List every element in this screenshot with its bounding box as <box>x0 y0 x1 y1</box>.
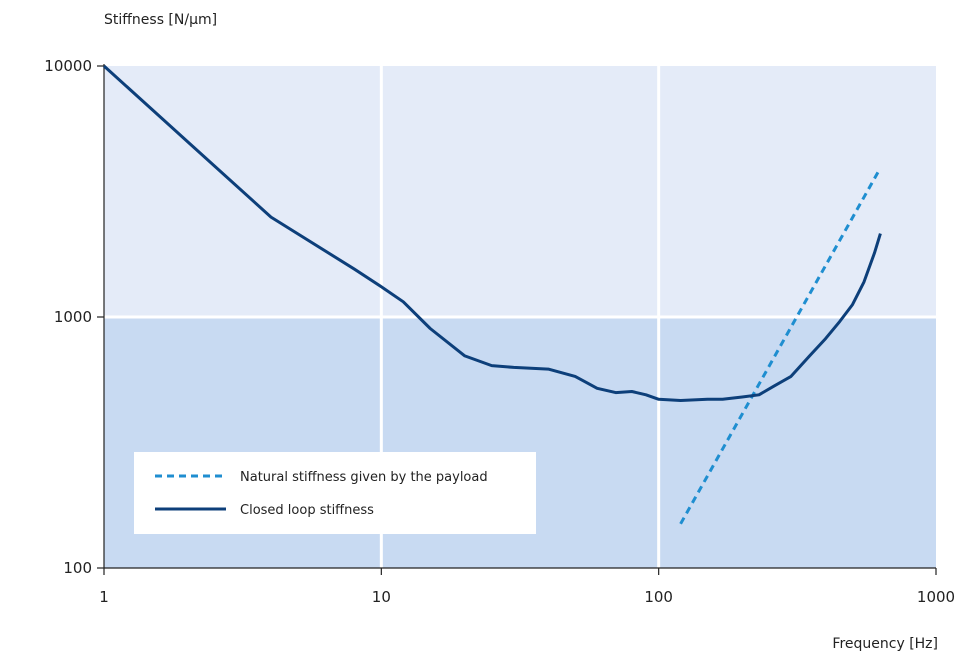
legend-label: Closed loop stiffness <box>240 503 374 518</box>
x-tick-label: 100 <box>644 588 673 606</box>
natural-stiffness-line <box>679 170 880 525</box>
x-tick-label: 10 <box>372 588 391 606</box>
closed-loop-stiffness-line <box>102 64 882 402</box>
y-tick-label: 10000 <box>44 57 92 75</box>
x-tick-label: 1 <box>99 588 109 606</box>
legend-box <box>134 452 536 534</box>
y-axis-label: Stiffness [N/µm] <box>104 12 218 28</box>
y-tick-label: 100 <box>63 559 92 577</box>
plot-band-upper <box>104 66 936 317</box>
y-tick-label: 1000 <box>54 308 92 326</box>
x-tick-label: 1000 <box>917 588 955 606</box>
legend-label: Natural stiffness given by the payload <box>240 470 488 485</box>
x-axis-label: Frequency [Hz] <box>832 636 938 652</box>
